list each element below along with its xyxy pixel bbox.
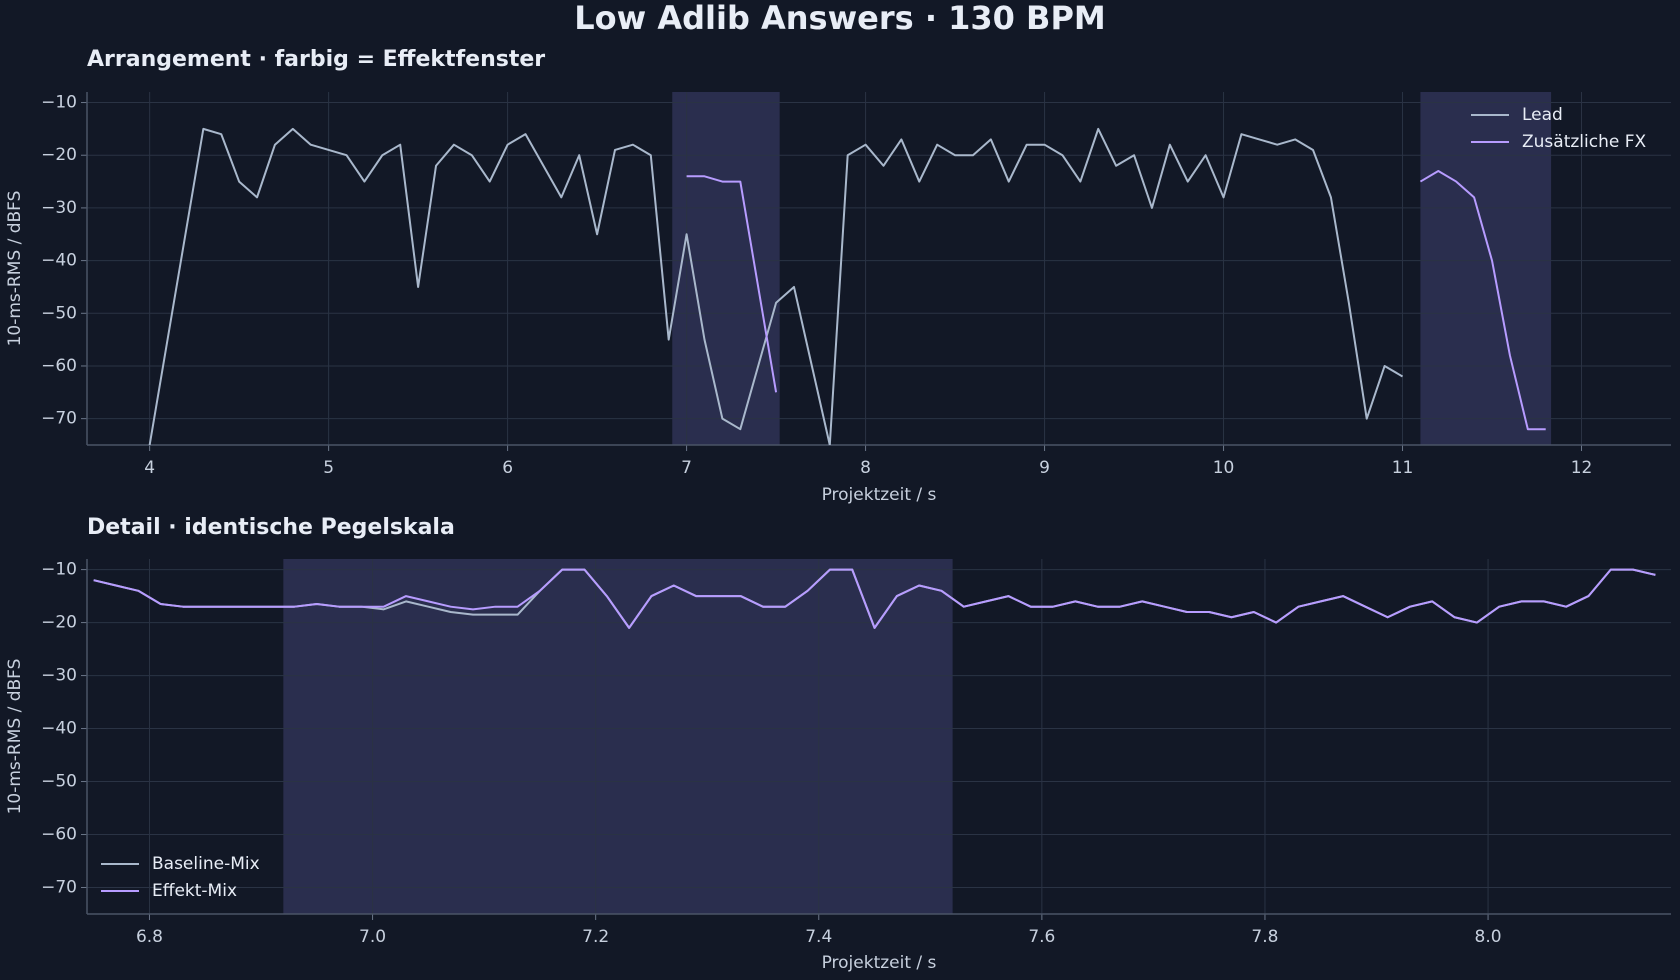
x-tick-label: 7.0 [359, 927, 386, 947]
effect-window [1420, 92, 1552, 445]
x-tick-label: 7.4 [805, 927, 832, 947]
x-tick-label: 4 [144, 458, 155, 478]
x-tick-label: 6 [502, 458, 513, 478]
x-tick-label: 7.8 [1251, 927, 1278, 947]
x-tick-label: 6.8 [136, 927, 163, 947]
x-tick-label: 8.0 [1475, 927, 1502, 947]
y-tick-label: −30 [41, 666, 77, 686]
legend-label: Baseline-Mix [152, 854, 260, 874]
y-tick-label: −70 [41, 409, 77, 429]
page-title: Low Adlib Answers · 130 BPM [574, 0, 1105, 37]
x-axis-label: Projektzeit / s [822, 953, 937, 973]
x-tick-label: 9 [1039, 458, 1050, 478]
y-tick-label: −10 [41, 93, 77, 113]
x-tick-label: 12 [1571, 458, 1593, 478]
y-tick-label: −40 [41, 719, 77, 739]
series-line [148, 127, 1404, 445]
x-tick-label: 10 [1213, 458, 1235, 478]
y-tick-label: −40 [41, 251, 77, 271]
legend-label: Lead [1522, 105, 1563, 125]
effect-window [672, 92, 780, 445]
axes-title: Detail · identische Pegelskala [87, 515, 455, 540]
x-tick-label: 11 [1392, 458, 1414, 478]
y-tick-label: −50 [41, 772, 77, 792]
legend-label: Effekt-Mix [152, 881, 237, 901]
y-tick-label: −10 [41, 560, 77, 580]
x-tick-label: 5 [323, 458, 334, 478]
legend-label: Zusätzliche FX [1522, 132, 1646, 152]
y-axis-label: 10-ms-RMS / dBFS [5, 191, 25, 347]
x-tick-label: 7.6 [1028, 927, 1055, 947]
y-tick-label: −60 [41, 825, 77, 845]
y-tick-label: −70 [41, 878, 77, 898]
series-line [93, 568, 1656, 629]
y-axis-label: 10-ms-RMS / dBFS [5, 659, 25, 815]
x-tick-label: 7 [681, 458, 692, 478]
y-tick-label: −50 [41, 303, 77, 323]
x-tick-label: 8 [860, 458, 871, 478]
y-tick-label: −30 [41, 198, 77, 218]
series-line [686, 170, 1546, 431]
x-tick-label: 7.2 [582, 927, 609, 947]
y-tick-label: −60 [41, 356, 77, 376]
y-tick-label: −20 [41, 613, 77, 633]
x-axis-label: Projektzeit / s [822, 485, 937, 505]
effect-window [283, 559, 953, 914]
y-tick-label: −20 [41, 145, 77, 165]
axes-title: Arrangement · farbig = Effektfenster [87, 47, 545, 72]
